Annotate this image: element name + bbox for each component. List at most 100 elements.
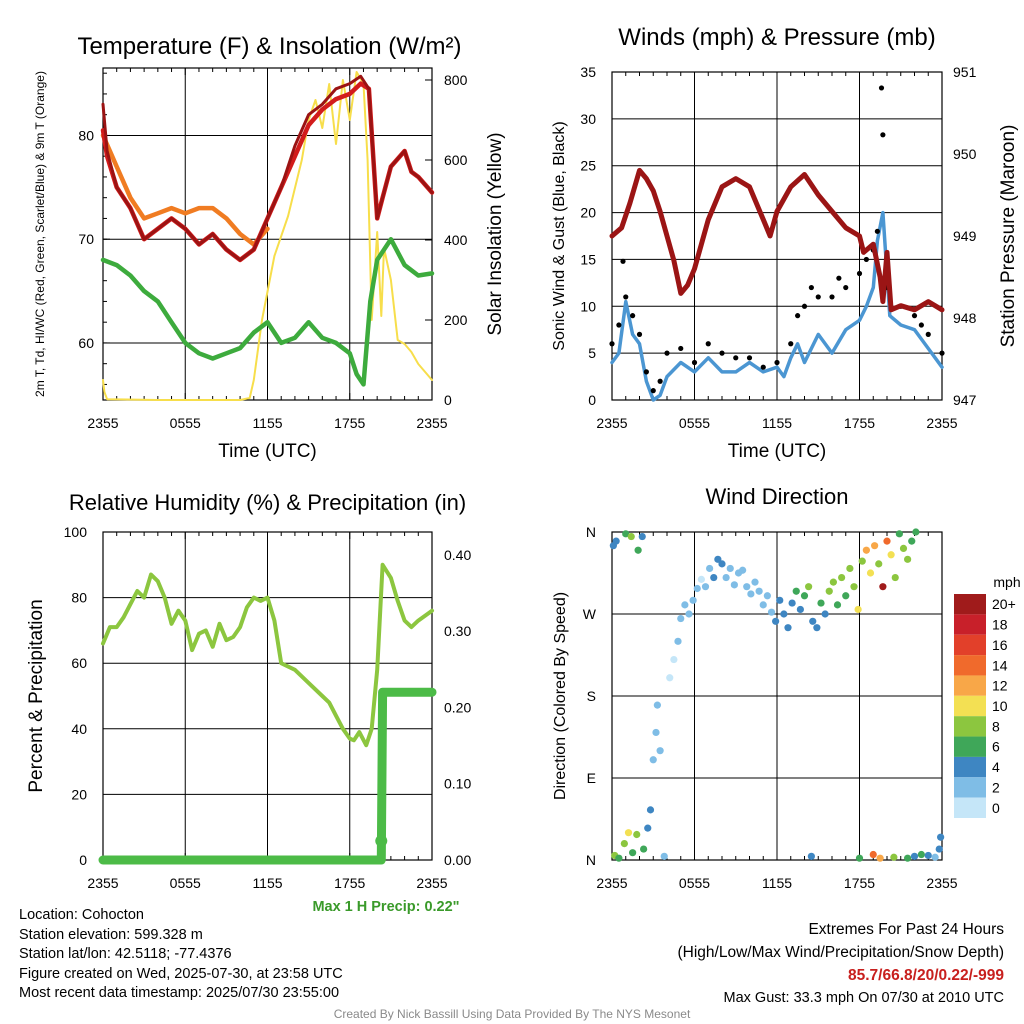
wind-direction-point	[917, 850, 925, 859]
y-tick-label-left: W	[583, 606, 597, 622]
wind-direction-point	[751, 578, 759, 586]
dewpoint-line	[100, 236, 435, 387]
wind-direction-point	[912, 528, 920, 536]
y-tick-label-left: 30	[580, 111, 596, 127]
wind-direction-point	[660, 852, 668, 860]
legend-swatch	[954, 614, 986, 635]
y-tick-label-right: 400	[444, 232, 468, 248]
legend-label: 4	[992, 759, 1000, 775]
x-tick-label: 1155	[252, 415, 282, 431]
wind-direction-point	[612, 537, 620, 545]
y-tick-label-left: 10	[580, 298, 596, 314]
wind-direction-point	[904, 555, 912, 563]
wind-direction-point	[807, 852, 815, 860]
wind-direction-point	[924, 851, 932, 860]
wind-direction-point	[899, 544, 908, 553]
wind-direction-point	[739, 566, 747, 574]
y-tick-label-left: 35	[580, 64, 596, 80]
legend-swatch	[954, 777, 986, 798]
x-tick-label: 2355	[87, 875, 118, 891]
wind-direction-point	[875, 560, 883, 568]
wind-direction-point	[833, 601, 842, 609]
elevation-text: Station elevation: 599.328 m	[19, 926, 203, 943]
wind-direction-point	[634, 546, 642, 554]
y-axis-label-left: Sonic Wind & Gust (Blue, Black)	[551, 121, 568, 350]
wind-direction-point	[858, 557, 866, 565]
x-tick-label: 0555	[170, 415, 201, 431]
credit-text: Created By Nick Bassill Using Data Provi…	[333, 1007, 691, 1021]
wind-direction-point	[622, 530, 630, 538]
x-tick-label: 2355	[596, 415, 627, 431]
wind-direction-point	[652, 728, 660, 737]
gust-point	[808, 284, 814, 291]
gust-point	[874, 228, 880, 234]
chart-title: Temperature (F) & Insolation (W/m²)	[77, 33, 461, 60]
extremes-legend: (High/Low/Max Wind/Precipitation/Snow De…	[677, 944, 1005, 961]
wind-direction-point	[879, 583, 887, 591]
y-tick-label-left: 5	[588, 345, 596, 361]
wind-direction-point	[871, 542, 879, 550]
legend-label: 12	[992, 678, 1008, 694]
wind-direction-point	[846, 564, 854, 573]
legend-label: 18	[992, 617, 1008, 633]
gust-point	[843, 284, 849, 291]
wind-direction-point	[883, 537, 891, 545]
wind-direction-point	[800, 592, 809, 600]
y-tick-label-right: 0	[444, 392, 452, 408]
wind-direction-point	[809, 617, 817, 625]
gust-point	[836, 275, 842, 281]
panel-3: 2355 0555 1155 1755 23550204060801000.000.10…	[26, 490, 471, 915]
heat-index-line	[101, 74, 434, 262]
x-tick-label: 1755	[844, 415, 875, 431]
extremes-title: Extremes For Past 24 Hours	[808, 921, 1004, 938]
legend-label: 8	[992, 718, 1000, 734]
gust-point	[620, 258, 626, 264]
wind-direction-point	[772, 617, 780, 625]
wind-direction-point	[890, 853, 898, 861]
wind-direction-point	[792, 587, 800, 595]
legend-label: 2	[992, 779, 1000, 795]
y-tick-label-right: 0.20	[444, 699, 471, 715]
max-precip-point	[375, 834, 388, 847]
wind-direction-point	[780, 610, 788, 618]
gust-point	[616, 322, 622, 328]
x-tick-label: 0555	[679, 875, 710, 891]
y-tick-label-left: 15	[580, 251, 596, 267]
x-tick-label: 0555	[679, 415, 710, 431]
legend-swatch	[954, 797, 986, 818]
wind-direction-point	[759, 601, 767, 609]
wind-direction-point	[937, 833, 945, 841]
wind-direction-point	[689, 596, 697, 604]
gust-point	[925, 331, 931, 337]
wind-direction-point	[855, 854, 864, 862]
wind-direction-point	[714, 555, 722, 563]
wind-direction-point	[649, 756, 657, 764]
wind-direction-point	[869, 850, 877, 859]
gust-point	[636, 331, 643, 337]
wind-direction-point	[653, 701, 661, 709]
x-tick-label: 2355	[926, 875, 957, 891]
panel-2: 2355 0555 1155 1755 235505101520253035947948…	[551, 24, 1019, 462]
solar-insolation-line	[102, 71, 433, 401]
created-text: Figure created on Wed, 2025-07-30, at 23…	[19, 965, 343, 982]
legend-swatch	[954, 594, 986, 615]
gust-point	[788, 341, 794, 347]
gust-point	[650, 388, 656, 394]
wind-direction-point	[931, 853, 939, 861]
wind-direction-point	[767, 608, 776, 616]
legend-label: 14	[992, 657, 1008, 673]
wind-direction-point	[640, 845, 648, 853]
y-tick-label-left: 40	[71, 721, 87, 737]
wind-direction-point	[629, 849, 637, 857]
wind-direction-point	[763, 592, 771, 600]
gust-point	[733, 355, 739, 361]
gust-point	[657, 378, 663, 384]
legend-label: 6	[992, 739, 1000, 755]
y-axis-label-left: Direction (Colored By Speed)	[552, 592, 569, 800]
wind-direction-point	[825, 587, 833, 595]
x-tick-label: 0555	[170, 875, 201, 891]
y-tick-label-left: 70	[78, 231, 94, 247]
gust-point	[878, 85, 885, 91]
y-tick-label-right: 950	[953, 146, 977, 162]
